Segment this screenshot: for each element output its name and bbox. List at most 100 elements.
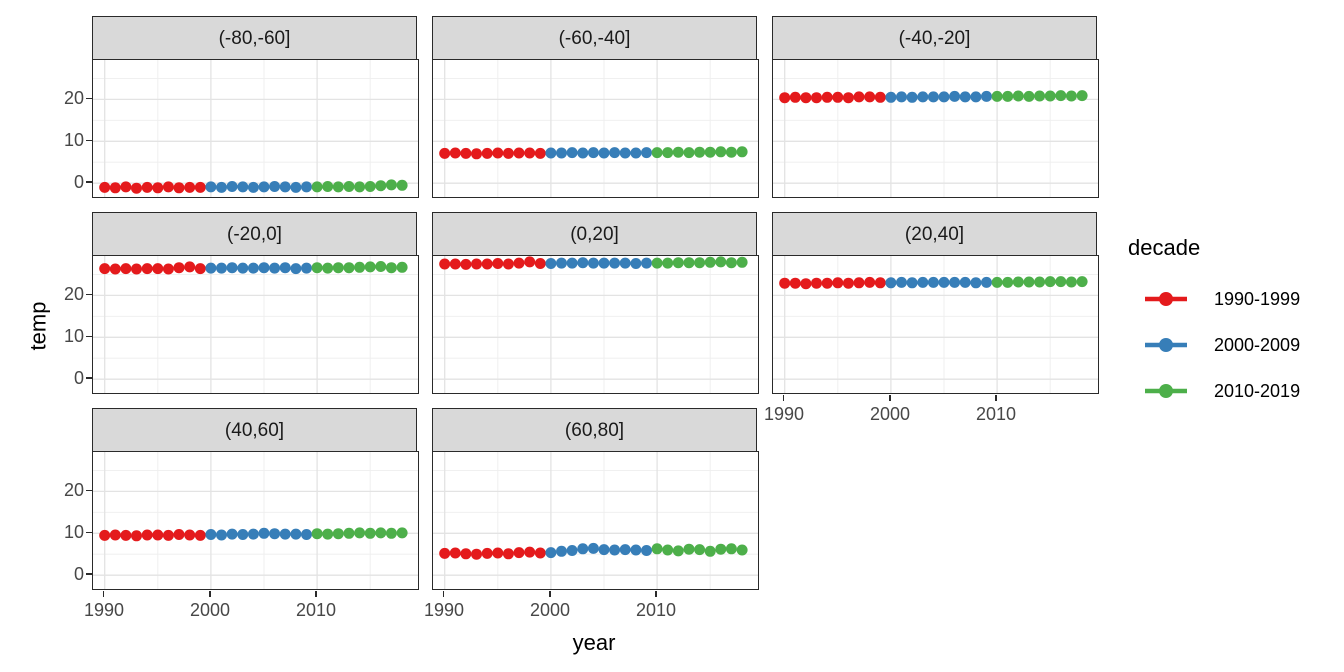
data-point: [449, 547, 461, 559]
data-point: [694, 544, 706, 556]
data-point: [938, 276, 950, 288]
facet-strip: (0,20]: [432, 212, 757, 257]
data-point: [524, 256, 536, 268]
data-point: [715, 543, 727, 555]
data-point: [566, 545, 578, 556]
data-point: [981, 276, 992, 288]
data-point: [332, 181, 344, 193]
x-tick-mark: [782, 395, 785, 401]
data-point: [534, 258, 546, 269]
data-point: [301, 529, 312, 540]
data-point: [279, 528, 291, 540]
data-point: [577, 257, 589, 269]
data-point: [683, 543, 695, 555]
y-tick-label: 10: [63, 326, 84, 346]
data-point: [641, 147, 652, 159]
data-point: [885, 91, 897, 103]
data-point: [492, 258, 504, 269]
data-point: [332, 262, 344, 274]
data-point: [385, 527, 397, 539]
y-tick-mark: [86, 335, 92, 337]
data-point: [439, 147, 451, 159]
data-point: [481, 147, 493, 159]
data-point: [258, 527, 270, 539]
data-point: [247, 262, 259, 274]
facet-(40,60]: (40,60]: [92, 408, 419, 592]
data-point: [364, 181, 376, 192]
data-point: [120, 263, 132, 275]
data-point: [385, 262, 397, 274]
data-point: [290, 181, 302, 193]
data-point: [162, 263, 174, 275]
data-point: [513, 147, 525, 159]
data-point: [970, 277, 982, 289]
data-point: [226, 528, 238, 540]
data-point: [396, 527, 408, 539]
data-point: [247, 181, 259, 193]
data-point: [194, 529, 206, 541]
y-tick-mark: [86, 573, 92, 575]
data-point: [99, 263, 111, 275]
data-point: [864, 276, 876, 288]
y-tick-mark: [86, 139, 92, 141]
data-point: [513, 547, 525, 559]
data-point: [736, 146, 748, 158]
data-point: [970, 91, 982, 103]
y-tick-label: 10: [63, 522, 84, 542]
data-point: [662, 147, 674, 159]
y-tick-mark: [86, 531, 92, 533]
data-point: [704, 146, 716, 158]
data-point: [832, 91, 844, 103]
data-point: [120, 181, 132, 193]
data-point: [641, 545, 652, 556]
legend-entry-2010s: 2010-2019: [1128, 376, 1300, 406]
facet-strip: (-20,0]: [92, 212, 417, 257]
data-point: [842, 92, 854, 104]
data-point: [609, 257, 621, 269]
y-tick-mark: [86, 377, 92, 379]
data-point: [258, 262, 270, 274]
data-point: [322, 181, 334, 192]
facet-panel: [432, 451, 759, 590]
data-point: [609, 544, 621, 556]
data-point: [141, 263, 153, 275]
data-point: [449, 258, 461, 270]
data-point: [959, 91, 971, 103]
data-point: [1044, 276, 1056, 288]
data-point: [375, 180, 387, 192]
data-point: [226, 181, 238, 192]
data-point: [704, 545, 716, 557]
data-point: [619, 147, 631, 159]
data-point: [1065, 90, 1077, 102]
data-point: [269, 528, 281, 540]
data-point: [1002, 276, 1014, 288]
data-point: [725, 543, 737, 555]
data-point: [736, 544, 748, 556]
data-point: [715, 256, 727, 268]
x-tick-label: 2000: [189, 600, 231, 620]
legend-key-point-icon: [1145, 384, 1187, 398]
data-point: [651, 257, 663, 269]
data-point: [651, 147, 663, 159]
data-point: [290, 528, 302, 540]
data-point: [927, 276, 939, 288]
data-point: [364, 261, 376, 273]
data-point: [481, 547, 493, 559]
y-tick-mark: [86, 293, 92, 296]
data-point: [237, 262, 249, 274]
data-point: [385, 179, 397, 191]
legend-label: 2010-2019: [1214, 380, 1301, 401]
data-point: [322, 262, 334, 274]
data-point: [1012, 90, 1024, 102]
data-point: [343, 527, 355, 539]
facet-(20,40]: (20,40]: [772, 212, 1099, 396]
data-point: [216, 262, 227, 274]
data-point: [874, 277, 886, 289]
data-point: [279, 181, 291, 193]
data-point: [906, 91, 918, 103]
data-point: [630, 147, 642, 159]
facet-(60,80]: (60,80]: [432, 408, 759, 592]
data-point: [269, 262, 281, 274]
data-point: [789, 277, 801, 289]
data-point: [184, 529, 196, 541]
